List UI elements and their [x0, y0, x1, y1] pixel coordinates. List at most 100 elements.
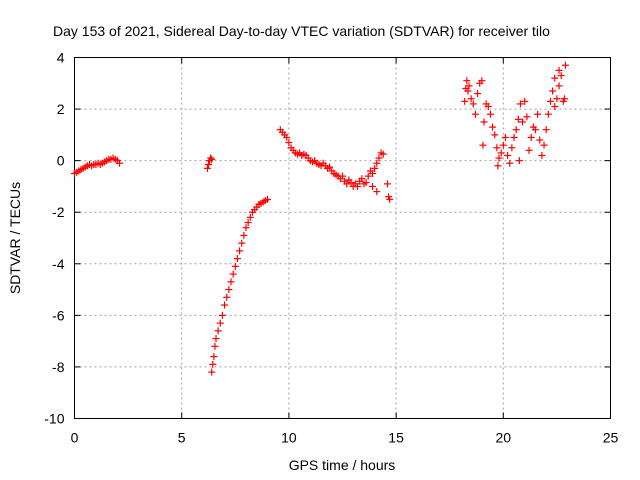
data-point	[373, 188, 381, 196]
data-point	[469, 100, 477, 108]
data-point	[557, 72, 565, 80]
data-point	[203, 164, 211, 172]
data-point	[263, 195, 271, 203]
data-point	[479, 141, 487, 149]
data-point	[536, 136, 544, 144]
y-tick-label: -6	[52, 307, 65, 323]
data-point	[214, 327, 222, 335]
data-point	[205, 161, 212, 169]
data-point	[465, 82, 473, 90]
data-point	[491, 131, 499, 139]
data-point	[489, 123, 497, 131]
y-tick-label: -10	[44, 411, 64, 427]
data-point	[242, 224, 250, 232]
data-point	[227, 278, 235, 286]
data-point	[540, 141, 548, 149]
data-point	[223, 293, 231, 301]
data-point	[504, 151, 512, 159]
data-point	[208, 155, 216, 163]
data-point	[495, 154, 503, 162]
data-point	[208, 368, 216, 376]
data-point	[546, 97, 554, 105]
data-point	[501, 133, 509, 141]
data-point	[384, 180, 392, 188]
data-point	[499, 141, 507, 149]
data-point	[553, 95, 561, 103]
data-point	[542, 126, 550, 134]
data-point	[486, 110, 494, 118]
x-tick-label: 25	[603, 430, 619, 446]
y-tick-label: -8	[52, 359, 65, 375]
data-point	[525, 146, 533, 154]
data-point	[478, 77, 486, 85]
data-point	[246, 213, 254, 221]
data-point	[531, 126, 539, 134]
data-point	[218, 311, 226, 319]
data-point	[207, 154, 215, 162]
data-point	[463, 77, 471, 85]
data-point	[285, 139, 293, 147]
data-point	[209, 360, 217, 368]
data-point	[347, 179, 355, 187]
data-point	[369, 182, 377, 190]
data-point	[474, 90, 482, 98]
data-point	[216, 319, 224, 327]
axis-ticks: 0 5 10 15 20 25 -10 -8 -6 -4 -2 0 2 4	[44, 50, 618, 446]
data-point	[238, 239, 246, 247]
data-point	[555, 66, 563, 74]
x-tick-label: 5	[178, 430, 186, 446]
data-point	[551, 74, 559, 82]
data-point	[480, 118, 488, 126]
data-point	[364, 172, 372, 180]
x-tick-label: 0	[71, 430, 79, 446]
data-point	[516, 100, 524, 108]
data-point	[508, 144, 516, 152]
data-point	[283, 133, 291, 141]
y-axis-title: SDTVAR / TECUs	[7, 182, 23, 294]
data-point	[464, 87, 472, 95]
x-tick-label: 20	[496, 430, 512, 446]
data-point	[527, 133, 535, 141]
data-point	[354, 182, 362, 190]
data-point	[229, 270, 237, 278]
data-point	[461, 97, 469, 105]
data-point	[514, 115, 522, 123]
data-point	[538, 151, 546, 159]
data-point	[212, 335, 220, 343]
grid-lines	[74, 57, 611, 419]
data-point	[521, 97, 529, 105]
x-axis-title: GPS time / hours	[289, 457, 396, 473]
data-point	[236, 247, 244, 255]
data-point	[551, 102, 559, 110]
data-point	[358, 175, 366, 183]
data-point	[362, 179, 370, 187]
data-point	[326, 163, 334, 171]
data-point	[379, 150, 387, 158]
data-point	[373, 159, 381, 167]
data-point	[371, 164, 379, 172]
data-point	[343, 180, 351, 188]
data-point	[386, 195, 394, 203]
data-point	[544, 110, 552, 118]
data-point	[369, 170, 377, 178]
data-point	[555, 82, 563, 90]
data-point	[497, 149, 505, 157]
data-point	[510, 133, 518, 141]
data-point	[494, 162, 502, 170]
y-tick-label: -2	[52, 204, 65, 220]
data-point	[240, 231, 248, 239]
plot-frame	[74, 57, 611, 419]
data-point	[231, 262, 239, 270]
data-point	[116, 159, 124, 167]
data-point	[375, 154, 383, 162]
data-point	[467, 95, 475, 103]
data-point	[493, 144, 501, 152]
data-point	[512, 126, 520, 134]
data-point	[221, 301, 229, 309]
data-point	[506, 159, 514, 167]
data-point	[471, 110, 479, 118]
data-point	[523, 113, 531, 121]
data-point	[519, 118, 527, 126]
